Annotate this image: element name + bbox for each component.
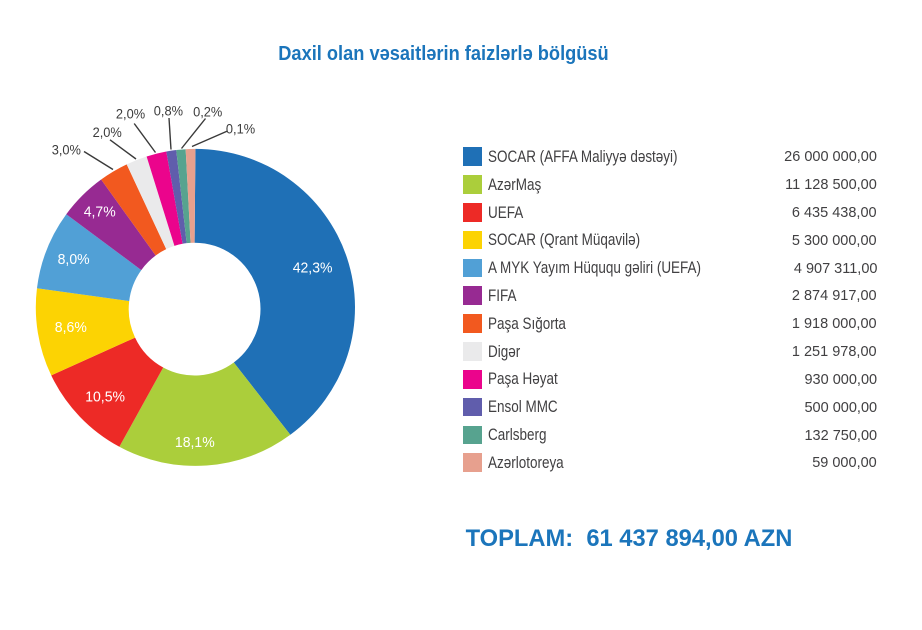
svg-text:0,8%: 0,8% xyxy=(154,103,183,119)
svg-text:42,3%: 42,3% xyxy=(293,260,333,277)
svg-text:8,6%: 8,6% xyxy=(55,319,87,336)
svg-text:4,7%: 4,7% xyxy=(84,204,116,221)
svg-text:3,0%: 3,0% xyxy=(52,142,81,158)
svg-text:2,0%: 2,0% xyxy=(116,106,145,122)
svg-text:8,0%: 8,0% xyxy=(58,252,90,269)
svg-text:0,2%: 0,2% xyxy=(193,104,222,120)
svg-text:2,0%: 2,0% xyxy=(93,124,122,140)
svg-text:0,1%: 0,1% xyxy=(226,121,255,137)
svg-text:10,5%: 10,5% xyxy=(85,389,125,406)
svg-text:18,1%: 18,1% xyxy=(175,435,215,452)
